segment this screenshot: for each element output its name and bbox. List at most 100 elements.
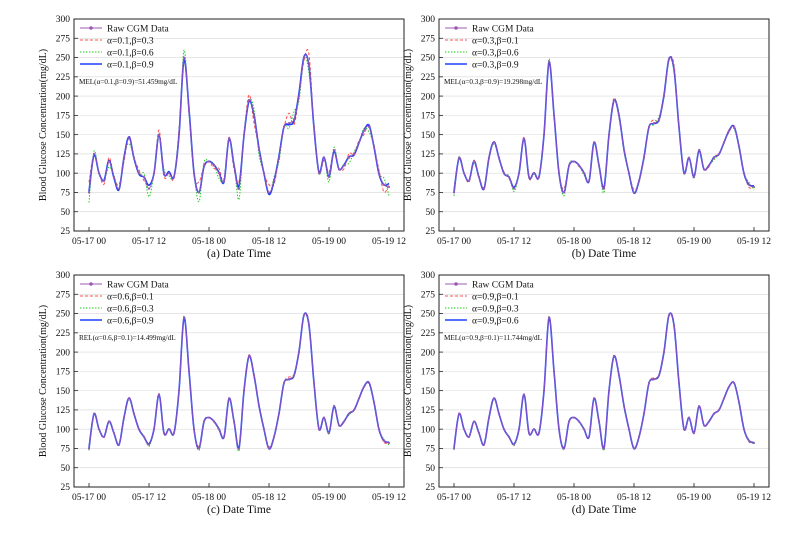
raw-cgm-point — [552, 370, 556, 373]
y-tick-label: 75 — [426, 445, 436, 455]
raw-cgm-point — [497, 156, 501, 159]
y-tick-label: 225 — [421, 73, 436, 83]
raw-cgm-point — [267, 191, 271, 194]
plot-frame — [438, 274, 770, 488]
chart-panel-b: 25 50 75 100 125 150 175 200 225 250 275 300 05-17 0… — [403, 15, 771, 260]
raw-cgm-point — [697, 148, 701, 152]
legend-label: Raw CGM Data — [107, 24, 170, 34]
raw-cgm-point — [717, 152, 721, 156]
raw-cgm-point — [682, 172, 686, 175]
raw-cgm-point — [262, 172, 266, 175]
y-tick-label: 25 — [426, 483, 436, 493]
raw-cgm-point — [477, 175, 481, 179]
raw-cgm-point — [577, 164, 581, 167]
raw-cgm-point — [617, 374, 621, 377]
raw-cgm-point — [257, 404, 261, 408]
raw-cgm-point — [527, 431, 531, 435]
raw-cgm-point — [97, 428, 101, 431]
raw-cgm-point — [252, 374, 256, 377]
panel-caption: (b) Date Time — [572, 248, 637, 260]
raw-cgm-point — [157, 133, 161, 136]
raw-cgm-point — [627, 428, 631, 431]
raw-cgm-point — [222, 435, 226, 438]
raw-cgm-point — [207, 416, 211, 419]
raw-cgm-point — [337, 424, 341, 427]
raw-cgm-point — [457, 412, 461, 415]
y-axis-label: Blood Glucose Concentration(mg/dL) — [38, 305, 49, 457]
raw-cgm-point — [282, 125, 286, 129]
legend-label: α=0.9,β=0.6 — [472, 316, 519, 326]
raw-cgm-point — [687, 156, 691, 159]
raw-cgm-point — [187, 110, 191, 113]
y-tick-label: 150 — [56, 387, 71, 397]
raw-cgm-point — [192, 172, 196, 175]
y-tick-label: 250 — [421, 310, 436, 320]
raw-cgm-point — [567, 420, 571, 423]
raw-cgm-point — [692, 431, 696, 435]
raw-cgm-point — [532, 172, 536, 175]
raw-cgm-point — [352, 152, 356, 156]
raw-cgm-point — [492, 141, 496, 144]
raw-cgm-point — [327, 431, 331, 435]
raw-cgm-point — [182, 316, 186, 319]
raw-cgm-point — [477, 431, 481, 435]
raw-cgm-point — [237, 447, 241, 450]
y-tick-label: 175 — [56, 368, 71, 378]
raw-cgm-point — [637, 179, 641, 182]
raw-cgm-point — [592, 397, 596, 400]
raw-cgm-point — [117, 187, 121, 190]
y-tick-label: 150 — [421, 387, 436, 397]
legend-label: α=0.3,β=0.6 — [472, 48, 519, 58]
raw-cgm-point — [497, 412, 501, 415]
raw-cgm-point — [722, 397, 726, 400]
raw-cgm-point — [702, 424, 706, 427]
x-tick-label: 05-17 00 — [72, 237, 106, 247]
raw-cgm-point — [217, 172, 221, 175]
raw-cgm-point — [92, 152, 96, 156]
legend: Raw CGM Data α=0.9,β=0.1 α=0.9,β=0.3 α=0.9,… — [445, 280, 535, 326]
x-tick-label: 05-19 12 — [372, 237, 406, 247]
raw-cgm-point — [467, 179, 471, 182]
y-tick-label: 50 — [61, 208, 71, 218]
raw-cgm-point — [122, 416, 126, 419]
y-tick-label: 50 — [426, 464, 436, 474]
y-tick-label: 225 — [56, 73, 71, 83]
raw-cgm-point — [687, 416, 691, 419]
y-tick-label: 25 — [426, 227, 436, 237]
raw-cgm-point — [507, 175, 511, 179]
y-tick-label: 275 — [421, 290, 436, 300]
raw-cgm-point — [707, 420, 711, 423]
x-tick-label: 05-18 00 — [192, 237, 226, 247]
raw-cgm-point — [197, 191, 201, 194]
raw-cgm-point — [182, 56, 186, 59]
raw-cgm-point — [712, 156, 716, 159]
raw-cgm-point — [292, 118, 296, 121]
raw-cgm-point — [332, 148, 336, 152]
raw-cgm-point — [372, 145, 376, 148]
x-tick-label: 05-18 00 — [557, 493, 591, 503]
raw-cgm-point — [722, 141, 726, 144]
raw-cgm-point — [577, 420, 581, 423]
raw-cgm-point — [732, 125, 736, 129]
raw-cgm-point — [302, 313, 306, 317]
raw-cgm-point — [377, 428, 381, 431]
raw-cgm-point — [317, 428, 321, 431]
raw-cgm-point — [232, 164, 236, 167]
x-tick-label: 05-19 00 — [677, 237, 711, 247]
raw-cgm-point — [227, 137, 231, 140]
raw-cgm-point — [282, 381, 286, 385]
raw-cgm-point — [637, 435, 641, 438]
raw-cgm-point — [682, 428, 686, 431]
y-tick-label: 300 — [421, 15, 436, 25]
raw-cgm-point — [522, 393, 526, 396]
x-tick-label: 05-19 00 — [677, 493, 711, 503]
raw-cgm-point — [612, 354, 616, 358]
raw-cgm-point — [677, 381, 681, 385]
raw-cgm-point — [732, 381, 736, 385]
legend-label: α=0.6,β=0.9 — [107, 316, 154, 326]
panel-caption: (a) Date Time — [207, 248, 271, 260]
x-tick-label: 05-18 12 — [617, 493, 651, 503]
raw-cgm-point — [707, 164, 711, 167]
raw-cgm-point — [147, 187, 151, 190]
raw-cgm-point — [742, 428, 746, 431]
